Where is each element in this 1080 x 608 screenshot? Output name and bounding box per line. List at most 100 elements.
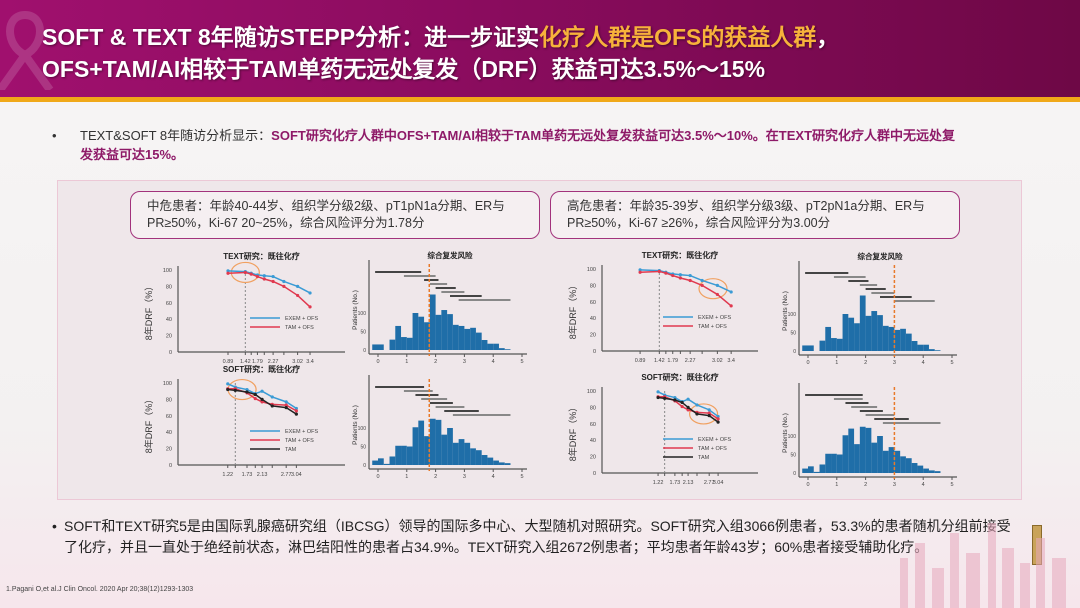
chart-title: TEXT研究：既往化疗 [223, 251, 299, 261]
histogram-bar [383, 463, 390, 465]
data-point [253, 396, 257, 401]
histogram-bar [888, 326, 895, 351]
data-point [700, 278, 704, 283]
data-point [271, 279, 275, 284]
histogram-bar [934, 471, 941, 473]
data-point [680, 400, 684, 405]
histogram-bar [372, 460, 378, 465]
data-point [255, 274, 260, 279]
histogram-bar [406, 337, 413, 350]
series-line [657, 391, 719, 418]
y-tick-label: 60 [590, 422, 596, 428]
histogram-bar [825, 326, 832, 351]
data-point [707, 411, 711, 415]
y-tick-label: 0 [363, 463, 366, 469]
x-tick-label: 0.89 [223, 359, 234, 365]
callout-high-risk: 高危患者：年龄35-39岁、组织学分级3级、pT2pN1a分期、ER与PR≥50… [550, 191, 960, 239]
histogram-bar [418, 420, 425, 465]
legend-label: TAM + OFS [698, 446, 727, 452]
data-point [284, 403, 288, 407]
y-tick-label: 0 [793, 471, 796, 477]
data-point [638, 270, 642, 274]
histogram-bar [441, 310, 448, 350]
y-tick-label: 50 [790, 331, 796, 337]
histogram-bar [928, 349, 935, 351]
data-point [678, 273, 682, 277]
x-tick-label: 2.13 [683, 480, 694, 486]
legend-label: EXEM + OFS [285, 429, 318, 435]
x-tick-label: 3 [463, 359, 466, 365]
data-point [729, 290, 733, 294]
legend-label: TAM + OFS [285, 438, 314, 444]
histogram-bar [504, 463, 511, 465]
data-point [688, 273, 692, 278]
histogram-bar [464, 442, 471, 465]
x-tick-label: 4 [922, 360, 925, 366]
data-point [715, 283, 719, 287]
histogram-bar [470, 448, 476, 465]
histogram-bar [917, 465, 924, 473]
data-point [260, 400, 264, 404]
data-point [282, 284, 286, 288]
x-tick-label: 2.77 [704, 480, 715, 486]
histogram-bar [429, 418, 436, 465]
histogram-bar [389, 456, 396, 465]
histogram-bar [458, 325, 465, 350]
series-line [640, 269, 732, 293]
data-point [226, 271, 230, 275]
y-tick-label: 0 [363, 348, 366, 354]
histogram-bar [447, 314, 453, 350]
y-axis-label: Patients (No.) [352, 290, 359, 330]
y-tick-label: 100 [358, 311, 367, 317]
data-point [707, 408, 711, 412]
data-point [233, 388, 237, 392]
text-risk-histogram-high: 综合复发风险 Patients (No.) 0 50 100 0 1 2 3 4 5 [782, 251, 957, 366]
reference-citation: 1.Pagani O,et al.J Clin Oncol. 2020 Apr … [6, 586, 194, 593]
callout-intermediate-risk: 中危患者：年龄40-44岁、组织学分级2级、pT1pN1a分期、ER与PR≥50… [130, 191, 540, 239]
histogram-bar [928, 470, 935, 473]
y-tick-label: 20 [166, 447, 172, 453]
histogram-bar [894, 450, 901, 473]
series-line [658, 395, 719, 420]
intro-highlight: SOFT研究化疗人群中OFS+TAM/AI相较于TAM单药无远处复发获益可达3.… [80, 128, 956, 162]
legend-label: TAM [285, 447, 297, 453]
soft-risk-histogram-high: Patients (No.) 0 50 100 0 1 2 3 4 5 [782, 383, 957, 488]
series-line [657, 396, 719, 423]
x-tick-label: 2.13 [257, 472, 268, 478]
y-axis-label: 8年DRF（%） [567, 281, 578, 340]
histogram-bar [848, 428, 855, 473]
y-tick-label: 40 [590, 438, 596, 444]
data-point [260, 397, 264, 401]
y-tick-label: 0 [793, 349, 796, 355]
highlight-ellipse [688, 403, 719, 425]
x-tick-label: 1 [835, 360, 838, 366]
histogram-bar [378, 344, 384, 350]
x-tick-label: 1.73 [670, 480, 681, 486]
histogram-bar [475, 450, 482, 465]
histogram-bar [395, 445, 402, 465]
x-tick-label: 4 [492, 474, 495, 480]
data-point [663, 396, 667, 400]
data-point [294, 409, 298, 413]
histogram-bar [882, 325, 889, 351]
histogram-bar [854, 323, 860, 351]
histogram-bar [905, 458, 912, 473]
slide-title-line-2: OFS+TAM/AI相较于TAM单药无远处复发（DRF）获益可达3.5%～15% [42, 56, 766, 82]
series-line [227, 388, 297, 415]
histogram-bar [819, 340, 826, 351]
histogram-bar [831, 453, 837, 473]
histogram-bar [917, 344, 924, 351]
y-tick-label: 100 [788, 312, 797, 318]
data-point [270, 395, 274, 399]
histogram-bar [412, 427, 419, 465]
soft-risk-histogram-intermediate: Patients (No.) 0 50 100 0 1 2 3 4 5 [352, 375, 527, 480]
histogram-bar [412, 313, 419, 350]
y-tick-label: 100 [163, 268, 172, 274]
data-point [673, 398, 677, 402]
y-tick-label: 0 [169, 463, 172, 469]
legend-label: TAM [698, 455, 710, 461]
histogram-bar [447, 428, 453, 465]
title-end: ， [816, 24, 840, 50]
